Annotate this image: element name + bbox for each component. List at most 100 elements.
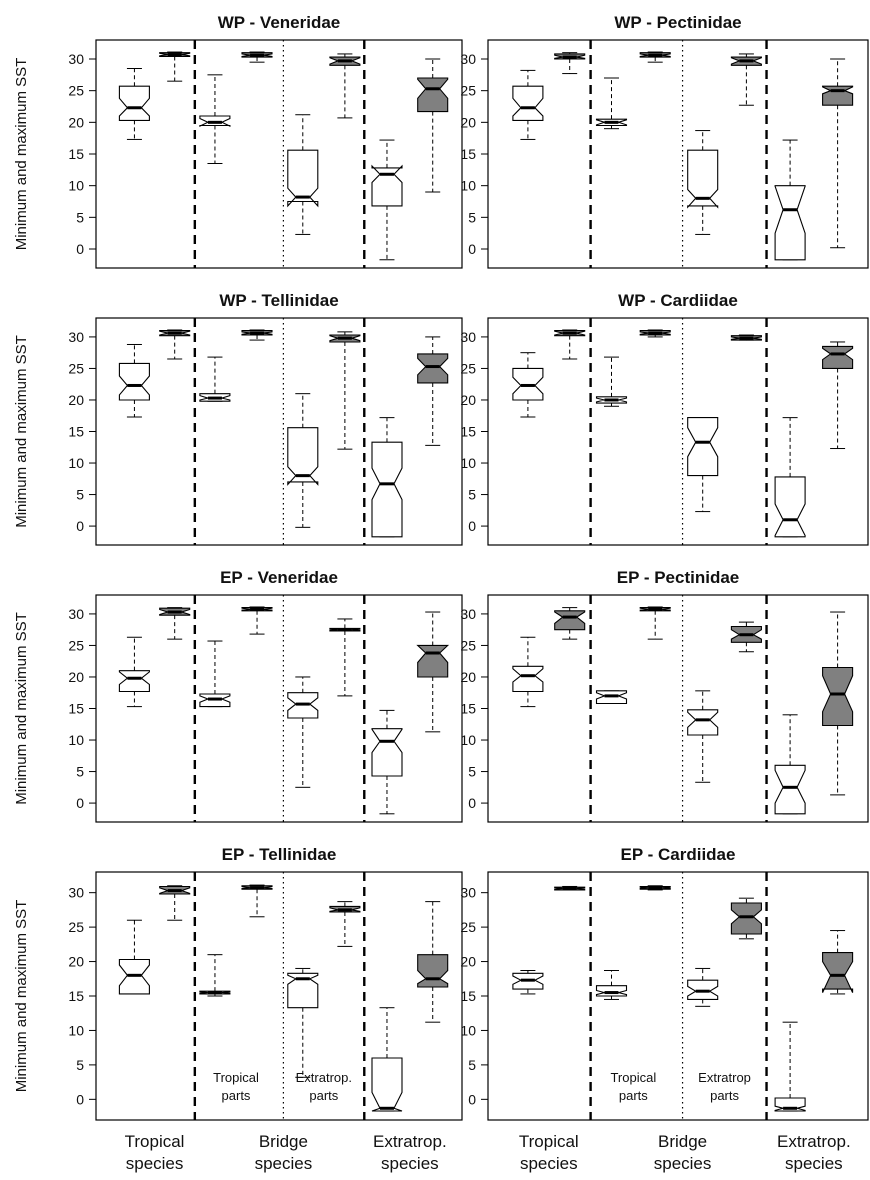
chart-panel-1: WP - Veneridae 0 5 10 15 20 25 30 Minimum and ma…: [13, 13, 463, 269]
chart-panel-7: EP - Tellinidae 0 5 10 15 20 25 30 Minimum and m…: [13, 845, 463, 1173]
y-axis-label: Minimum and maximum SST: [13, 58, 30, 251]
y-tick-label: 10: [68, 1022, 84, 1038]
x-category-label: species: [785, 1154, 843, 1173]
panel-frame: [95, 594, 463, 823]
notched-box: [822, 952, 854, 993]
panel-frame: [487, 871, 869, 1121]
box-min-group-4: [774, 417, 806, 538]
notched-box: [774, 476, 806, 538]
notched-box: [822, 345, 854, 369]
y-tick-label: 5: [76, 487, 84, 503]
box-min-group-2: [199, 640, 231, 708]
y-tick-label: 30: [460, 329, 476, 345]
y-tick-label: 15: [68, 424, 84, 440]
y-tick-label: 30: [460, 51, 476, 67]
y-tick-label: 10: [68, 178, 84, 194]
y-tick-label: 30: [68, 885, 84, 901]
y-tick-label: 25: [460, 637, 476, 653]
box-min-group-3: [687, 130, 719, 235]
box-min-group-4: [371, 1007, 403, 1112]
box-max-group-1: [554, 52, 586, 75]
box-max-group-1: [159, 885, 191, 921]
panel-title: WP - Tellinidae: [219, 291, 338, 310]
x-category-label: Extratrop.: [777, 1132, 851, 1151]
y-axis-label: Minimum and maximum SST: [13, 335, 30, 528]
y-tick-label: 25: [460, 83, 476, 99]
notched-box: [287, 972, 319, 1009]
notched-box: [554, 610, 586, 631]
notched-box: [417, 954, 449, 988]
notched-box: [118, 670, 150, 693]
panel-frame: [95, 871, 463, 1121]
box-max-group-3: [329, 331, 361, 450]
box-max-group-3: [730, 897, 762, 940]
y-tick-label: 15: [460, 988, 476, 1004]
y-tick-label: 15: [68, 146, 84, 162]
y-tick-label: 0: [468, 795, 476, 811]
bridge-part-label: parts: [222, 1088, 251, 1103]
box-max-group-1: [159, 329, 191, 360]
y-tick-label: 25: [68, 83, 84, 99]
box-min-group-1: [118, 636, 150, 708]
panel-title: WP - Cardiidae: [618, 291, 738, 310]
box-max-group-3: [730, 621, 762, 653]
y-tick-label: 25: [68, 360, 84, 376]
notched-box: [774, 1097, 806, 1112]
chart-panel-6: EP - Pectinidae 0 5 10 15 20 25 30: [460, 568, 869, 823]
box-min-group-1: [512, 69, 544, 140]
y-tick-label: 20: [68, 669, 84, 685]
y-tick-label: 15: [460, 146, 476, 162]
y-axis-label: Minimum and maximum SST: [13, 900, 30, 1093]
box-max-group-4: [417, 901, 449, 1023]
x-category-label: Tropical: [519, 1132, 579, 1151]
bridge-part-label: parts: [710, 1088, 739, 1103]
box-max-group-3: [329, 901, 361, 947]
notched-box: [371, 728, 403, 777]
bridge-part-label: Tropical: [213, 1070, 259, 1085]
box-max-group-1: [159, 607, 191, 640]
notched-box: [774, 764, 806, 815]
x-category-label: species: [381, 1154, 439, 1173]
chart-panel-8: EP - Cardiidae 0 5 10 15 20 25 30 Tropical parts E…: [460, 845, 869, 1173]
x-category-label: Extratrop.: [373, 1132, 447, 1151]
bridge-part-label: Extratrop.: [296, 1070, 352, 1085]
notched-box: [371, 164, 403, 207]
bridge-part-label: parts: [619, 1088, 648, 1103]
x-category-label: species: [126, 1154, 184, 1173]
y-tick-label: 20: [460, 669, 476, 685]
box-min-group-4: [774, 1021, 806, 1112]
y-tick-label: 15: [68, 701, 84, 717]
y-tick-label: 0: [76, 1091, 84, 1107]
y-tick-label: 15: [460, 424, 476, 440]
panel-title: WP - Pectinidae: [614, 13, 741, 32]
panel-frame: [95, 317, 463, 546]
y-tick-label: 25: [460, 919, 476, 935]
box-min-group-4: [371, 139, 403, 261]
box-min-group-2: [595, 77, 628, 130]
box-min-group-1: [118, 919, 150, 995]
y-tick-label: 25: [68, 919, 84, 935]
x-category-label: Bridge: [259, 1132, 308, 1151]
box-max-group-2: [639, 51, 671, 63]
notched-box: [417, 353, 449, 384]
box-min-group-1: [118, 343, 150, 418]
y-tick-label: 5: [468, 764, 476, 780]
box-max-group-2: [241, 884, 273, 918]
box-min-group-3: [287, 676, 319, 788]
box-max-group-4: [822, 58, 854, 249]
notched-box: [118, 362, 150, 401]
box-min-group-2: [595, 356, 628, 407]
box-max-group-3: [730, 334, 762, 341]
box-min-group-4: [774, 139, 806, 261]
box-min-group-3: [687, 417, 719, 513]
box-min-group-1: [512, 352, 544, 418]
notched-box: [730, 902, 762, 935]
bridge-part-label: parts: [309, 1088, 338, 1103]
notched-box: [687, 149, 719, 209]
box-max-group-4: [417, 336, 449, 446]
box-max-group-3: [329, 53, 361, 119]
y-tick-label: 20: [460, 392, 476, 408]
y-tick-label: 20: [460, 114, 476, 130]
box-max-group-2: [639, 606, 671, 640]
